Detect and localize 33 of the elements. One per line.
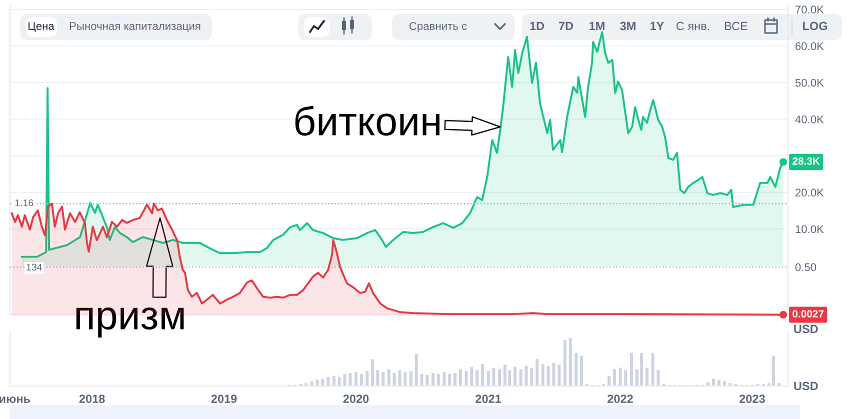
y-axis-title: USD	[794, 382, 818, 390]
annotation: 3M	[620, 22, 636, 30]
x-tick-label: 2022	[608, 394, 633, 404]
data-label: 28.3K	[792, 157, 820, 165]
annotation: Сравнить с	[409, 22, 467, 32]
annotation: 134	[26, 264, 42, 271]
annotation: Рыночная капитализация	[70, 22, 200, 32]
annotation: ВСЕ	[725, 22, 748, 30]
annotation: 1Y	[650, 22, 664, 30]
y-tick-label: 70.0K	[796, 6, 824, 14]
annotation: С янв.	[676, 22, 710, 30]
annotation: призм	[76, 308, 184, 338]
annotation: 1D	[530, 22, 544, 30]
ref-line-label: 1.16	[15, 199, 34, 206]
annotation: 7D	[558, 22, 574, 30]
text: LOG	[803, 22, 828, 30]
annotation: биткоин	[295, 106, 440, 136]
y-tick-label: 40.0K	[795, 115, 824, 124]
x-tick-label: 2023	[739, 394, 765, 404]
x-tick-label: 2021	[476, 394, 502, 404]
annotation: Цена	[28, 22, 54, 32]
y-tick-label: 60.0K	[796, 42, 824, 50]
y-tick-label: 50.0K	[795, 78, 824, 87]
y2-axis-title: USD	[794, 324, 818, 334]
x-tick-label: 2019	[211, 394, 237, 404]
x-tick-label: 2020	[343, 394, 369, 404]
annotation: 1M	[590, 22, 604, 30]
y2-tick-label: 0.50	[795, 263, 816, 272]
x-tick-label: 2018	[79, 394, 105, 404]
x-tick-label: июнь	[0, 396, 30, 404]
y-tick-label: 10.0K	[796, 225, 824, 234]
y-tick-label: 20.0K	[796, 188, 824, 197]
data-label: 0.0027	[792, 310, 824, 318]
